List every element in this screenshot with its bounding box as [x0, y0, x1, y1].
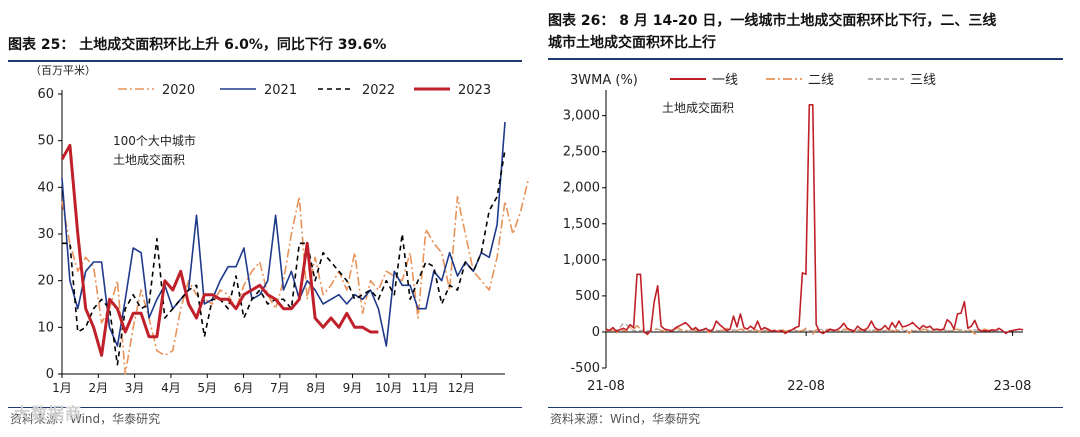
- left-series-line-2020: [61, 177, 530, 375]
- right-y-tick-label: 0: [592, 325, 600, 340]
- left-legend-label-2023: 2023: [458, 83, 491, 98]
- left-chart: 0 10 20 30 40 50 60 （百万平米） 1月 2月 3月 4月 5月 6月 7月 8月 9月 10月…: [30, 64, 530, 395]
- right-y-tick-label: -500: [570, 361, 600, 376]
- right-series-line-一线: [605, 103, 1024, 335]
- right-series-line-二线: [605, 324, 996, 336]
- left-figure-panel: 图表 25： 土地成交面积环比上升 6.0%，同比下行 39.6% 0 10 20 3…: [0, 0, 530, 437]
- left-y-tick-label: 40: [37, 180, 54, 195]
- left-series-line-2021: [61, 121, 506, 347]
- left-title-rule: [8, 60, 522, 62]
- left-x-tick-label: 9月: [343, 381, 363, 395]
- right-y-axis-title: 3WMA (%): [570, 73, 638, 88]
- right-chart-annotation: 土地成交面积: [662, 100, 734, 115]
- left-x-tick-label: 12月: [448, 381, 475, 395]
- left-series-line-2023: [60, 143, 379, 357]
- left-x-tick-label: 11月: [411, 381, 438, 395]
- left-x-tick-label: 8月: [306, 381, 326, 395]
- left-legend-label-2020: 2020: [162, 83, 195, 98]
- right-y-tick-label: 2,000: [563, 181, 600, 196]
- right-title-line1: 图表 26： 8 月 14-20 日，一线城市土地成交面积环比下行，二、三线: [548, 13, 997, 29]
- right-legend-label-二线: 二线: [808, 73, 834, 88]
- left-y-tick-label: 10: [37, 320, 54, 335]
- right-bottom-rule: [548, 407, 1063, 408]
- right-y-tick-label: 3,000: [563, 109, 600, 124]
- right-x-tick-label: 22-08: [787, 379, 825, 394]
- right-title-line2: 城市土地成交面积环比上行: [548, 35, 716, 51]
- left-x-tick-label: 6月: [234, 381, 254, 395]
- left-x-tick-label: 7月: [270, 381, 290, 395]
- right-legend-label-一线: 一线: [712, 73, 738, 88]
- left-y-tick-label: 50: [37, 134, 54, 149]
- right-y-tick-label: 2,500: [563, 145, 600, 160]
- left-y-tick-label: 0: [46, 367, 54, 382]
- right-x-tick-label: 21-08: [587, 379, 625, 394]
- left-x-tick-label: 5月: [197, 381, 217, 395]
- left-x-tick-label: 4月: [161, 381, 181, 395]
- left-bottom-rule: [8, 407, 522, 408]
- watermark-logo: 大数据商: [14, 404, 83, 423]
- left-y-tick-label: 20: [37, 274, 54, 289]
- left-legend-label-2022: 2022: [362, 83, 395, 98]
- left-legend-label-2021: 2021: [264, 83, 297, 98]
- left-figure-title: 图表 25： 土地成交面积环比上升 6.0%，同比下行 39.6%: [8, 37, 387, 53]
- right-title-rule: [548, 58, 1063, 60]
- left-chart-annotation: 土地成交面积: [113, 152, 185, 167]
- right-chart: -500 0 500 1,000 1,500 2,000 2,500 3,000 3WMA (%…: [563, 73, 1032, 394]
- right-figure-title: 图表 26： 8 月 14-20 日，一线城市土地成交面积环比下行，二、三线 城…: [548, 10, 1068, 54]
- left-y-tick-label: 30: [37, 227, 54, 242]
- left-x-tick-label: 2月: [88, 381, 108, 395]
- right-figure-panel: 图表 26： 8 月 14-20 日，一线城市土地成交面积环比下行，二、三线 城…: [548, 0, 1080, 437]
- left-y-tick-label: 60: [37, 87, 54, 102]
- right-source-note: 资料来源：Wind，华泰研究: [550, 412, 701, 426]
- right-y-tick-label: 1,500: [563, 217, 600, 232]
- left-chart-annotation: 100个大中城市: [113, 133, 196, 148]
- left-x-tick-label: 1月: [52, 381, 72, 395]
- left-series-line-2022: [62, 149, 506, 366]
- right-legend-label-三线: 三线: [910, 73, 936, 88]
- left-x-tick-label: 10月: [375, 381, 402, 395]
- left-y-axis-title: （百万平米）: [30, 64, 96, 77]
- left-x-tick-label: 3月: [125, 381, 145, 395]
- right-x-tick-label: 23-08: [994, 379, 1032, 394]
- right-y-tick-label: 500: [575, 289, 600, 304]
- left-source-note: 资料来源：Wind，华泰研究: [10, 412, 161, 426]
- right-y-tick-label: 1,000: [563, 253, 600, 268]
